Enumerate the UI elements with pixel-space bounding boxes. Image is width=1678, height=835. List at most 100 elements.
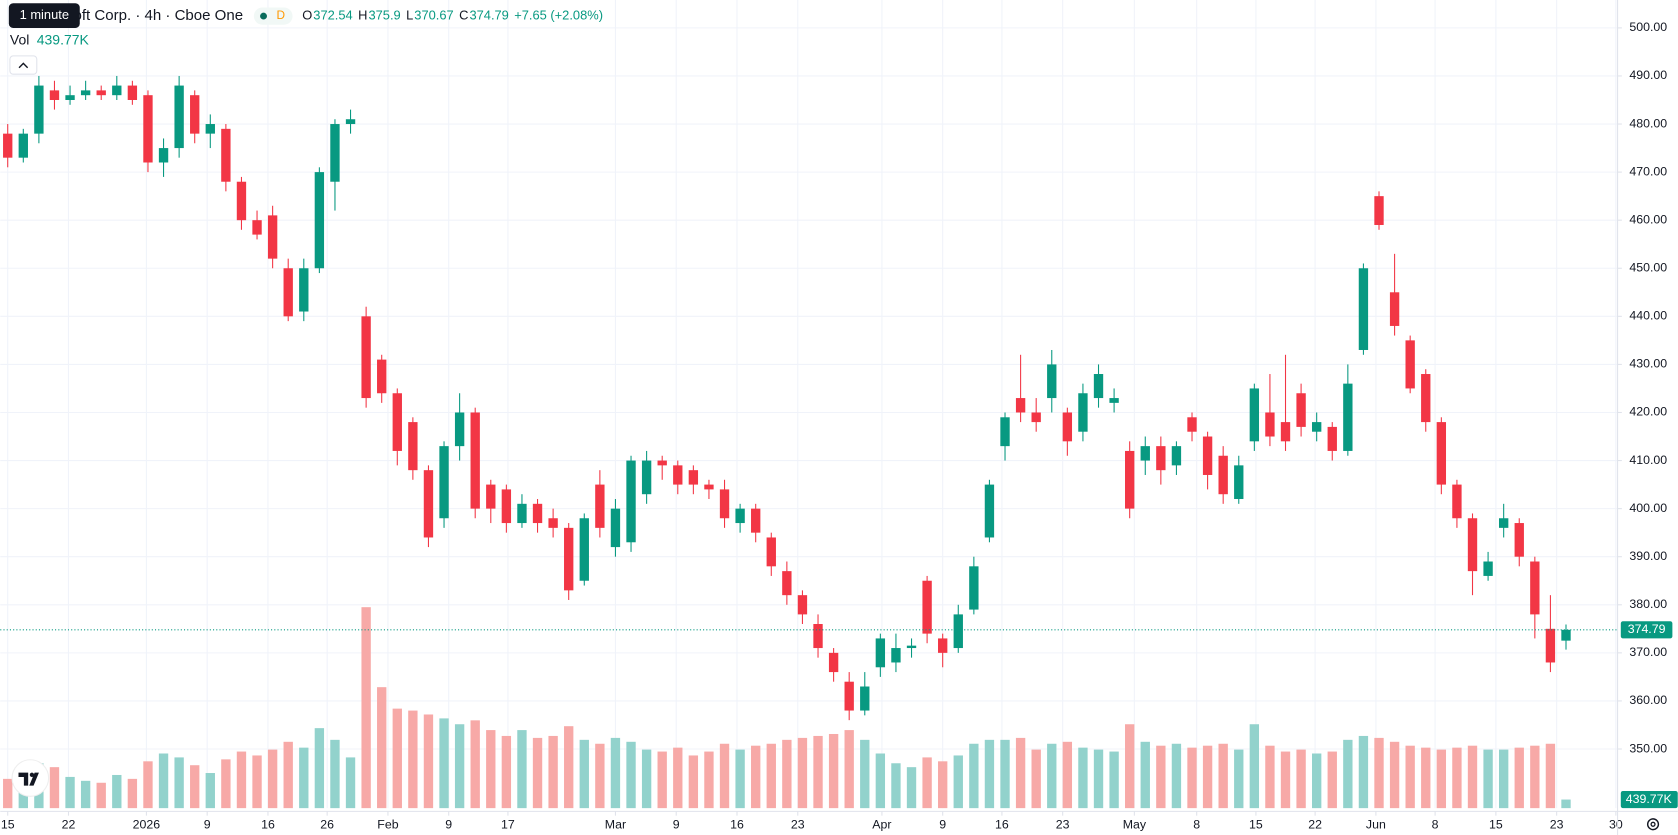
candle-body (1467, 518, 1478, 572)
volume-bar (236, 751, 247, 809)
candle-body (1436, 422, 1447, 485)
candle-body (190, 95, 200, 134)
volume-bar (1296, 749, 1306, 809)
candle-body (1109, 398, 1119, 403)
volume-bar (782, 739, 792, 809)
volume-bar (1078, 747, 1088, 809)
volume-bar (1265, 745, 1275, 809)
collapse-button[interactable] (9, 55, 38, 75)
candle-body (377, 359, 387, 394)
candle-body (595, 484, 605, 528)
x-tick-label: 15 (1, 818, 15, 832)
volume-bar (408, 710, 418, 809)
candle-body (267, 215, 278, 259)
volume-bar (1483, 749, 1493, 809)
volume-bar (1015, 737, 1026, 809)
ohlc-value: 375.9 (368, 8, 400, 23)
settings-button[interactable] (1646, 818, 1660, 831)
collapse-icon (18, 62, 29, 69)
candle-body (299, 268, 309, 312)
volume-bar (143, 761, 153, 809)
candle-body (80, 90, 91, 96)
volume-bar (1031, 749, 1041, 809)
volume-bar (1047, 743, 1057, 809)
volume-bar (1561, 799, 1571, 809)
candle-body (1421, 374, 1431, 423)
volume-bar (501, 735, 512, 809)
candle-body (1015, 398, 1026, 413)
y-tick-label: 480.00 (1629, 116, 1667, 130)
volume-bar (392, 708, 402, 809)
volume-tag-label: 439.77K (1626, 792, 1673, 806)
volume-bar (1000, 739, 1010, 809)
candle-body (127, 85, 138, 100)
volume-bar (1156, 745, 1166, 809)
volume-bar (704, 751, 714, 809)
candle-body (766, 537, 776, 567)
candle-body (1327, 426, 1337, 451)
y-tick-label: 460.00 (1629, 212, 1667, 226)
candle-body (1389, 292, 1400, 326)
volume-bar (1389, 741, 1400, 809)
volume-bar (1358, 735, 1369, 809)
volume-pane (3, 607, 1571, 809)
x-tick-label: 8 (1432, 818, 1439, 832)
candle-body (797, 595, 808, 615)
candles (3, 75, 1571, 721)
legend: Microsoft Corp. · 4h · Cboe One 1 minute… (8, 3, 603, 75)
volume-bar (906, 767, 917, 809)
volume-bar (1125, 724, 1135, 809)
volume-bar (486, 730, 496, 809)
x-tick-label: 26 (320, 818, 334, 832)
candle-body (439, 446, 449, 519)
y-tick-label: 350.00 (1629, 741, 1667, 755)
x-tick-label: 9 (445, 818, 452, 832)
volume-bar (1514, 747, 1524, 809)
candle-body (564, 527, 574, 591)
candle-body (1374, 196, 1384, 225)
volume-bar (1530, 745, 1540, 809)
volume-bar (190, 765, 200, 809)
x-tick-label: Apr (872, 818, 891, 832)
volume-bar (564, 726, 574, 809)
candle-body (1140, 446, 1150, 461)
candle-body (813, 624, 823, 649)
candle-body (236, 181, 247, 221)
x-tick-label: 9 (939, 818, 946, 832)
candle-body (906, 645, 917, 649)
volume-bar (1202, 745, 1213, 809)
volume-bar (267, 749, 278, 809)
candle-body (891, 648, 901, 663)
candle-body (751, 508, 761, 533)
candle-body (252, 220, 262, 235)
candle-body (844, 681, 854, 711)
volume-bar (1343, 739, 1353, 809)
candle-body (361, 316, 371, 399)
candle-body (1358, 268, 1369, 350)
volume-bar (984, 739, 995, 809)
candle-body (610, 508, 621, 548)
candle-body (517, 503, 527, 524)
candle-body (423, 470, 434, 538)
ohlc-key: L (406, 8, 413, 23)
logo[interactable] (11, 759, 50, 797)
volume-bar (797, 737, 808, 809)
last-price-label: 374.79 (1628, 622, 1666, 636)
candle-body (65, 95, 75, 100)
candle-body (1265, 412, 1275, 437)
x-tick-label: Feb (377, 818, 398, 832)
candle-body (1171, 446, 1182, 466)
volume-bar (1405, 745, 1415, 809)
volume-bar (595, 743, 605, 809)
candle-body (657, 460, 667, 466)
candle-body (548, 518, 558, 528)
volume-bar (657, 751, 667, 809)
candle-body (174, 85, 184, 149)
candle-body (205, 124, 215, 134)
candle-body (1218, 455, 1228, 495)
candle-body (96, 90, 106, 96)
volume-bar (1498, 749, 1509, 809)
volume-bar (1545, 743, 1556, 809)
y-tick-label: 360.00 (1629, 693, 1667, 707)
candle-body (34, 85, 44, 134)
